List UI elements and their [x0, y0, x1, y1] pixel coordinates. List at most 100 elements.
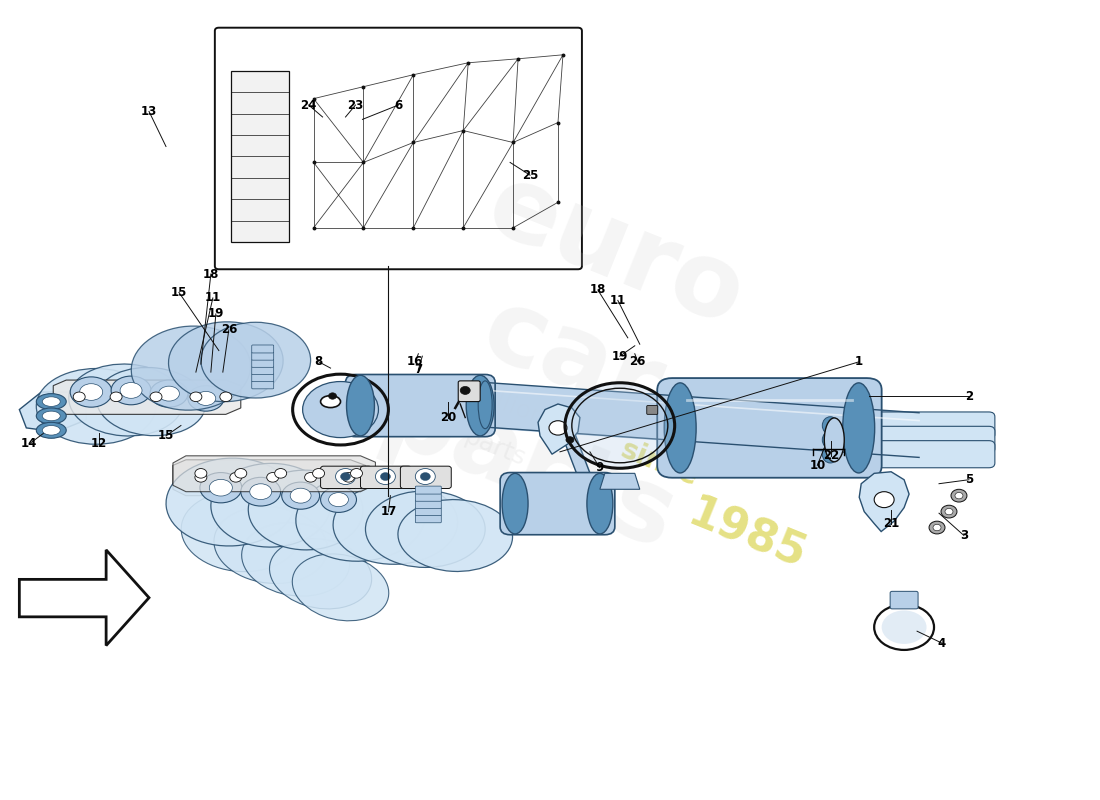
- Ellipse shape: [42, 397, 60, 406]
- Ellipse shape: [882, 610, 926, 644]
- Ellipse shape: [398, 499, 513, 571]
- Circle shape: [955, 493, 962, 499]
- Text: 16: 16: [407, 355, 424, 368]
- Circle shape: [566, 437, 574, 443]
- Text: 11: 11: [205, 291, 221, 305]
- FancyBboxPatch shape: [890, 591, 918, 609]
- Circle shape: [933, 524, 940, 530]
- Circle shape: [275, 469, 287, 478]
- FancyBboxPatch shape: [416, 494, 441, 502]
- Circle shape: [234, 469, 246, 478]
- FancyBboxPatch shape: [818, 412, 994, 439]
- Text: 2: 2: [965, 390, 974, 402]
- Ellipse shape: [188, 386, 223, 411]
- Ellipse shape: [320, 487, 356, 513]
- Text: 9: 9: [596, 462, 604, 474]
- Ellipse shape: [42, 411, 60, 421]
- Ellipse shape: [249, 470, 363, 550]
- Circle shape: [945, 509, 953, 515]
- Ellipse shape: [460, 386, 470, 394]
- FancyBboxPatch shape: [252, 374, 274, 382]
- FancyBboxPatch shape: [252, 345, 274, 353]
- FancyBboxPatch shape: [320, 466, 372, 489]
- Ellipse shape: [70, 377, 112, 407]
- Text: 18: 18: [202, 267, 219, 281]
- Text: 8: 8: [315, 355, 322, 368]
- Ellipse shape: [664, 383, 696, 473]
- Text: 17: 17: [381, 505, 396, 518]
- FancyBboxPatch shape: [400, 466, 451, 489]
- FancyBboxPatch shape: [416, 501, 441, 509]
- FancyBboxPatch shape: [657, 378, 882, 478]
- Ellipse shape: [296, 474, 425, 562]
- FancyBboxPatch shape: [459, 381, 481, 402]
- Text: 26: 26: [629, 355, 646, 368]
- Ellipse shape: [365, 491, 485, 567]
- Circle shape: [312, 469, 324, 478]
- Ellipse shape: [346, 375, 374, 436]
- Ellipse shape: [293, 554, 388, 621]
- Text: 1985: 1985: [682, 493, 813, 578]
- Ellipse shape: [282, 482, 320, 510]
- Text: 14: 14: [21, 438, 37, 450]
- FancyBboxPatch shape: [345, 374, 495, 437]
- Circle shape: [342, 473, 354, 482]
- Text: 1: 1: [855, 355, 864, 368]
- Circle shape: [305, 473, 317, 482]
- Ellipse shape: [329, 393, 337, 399]
- Ellipse shape: [200, 473, 242, 503]
- Ellipse shape: [270, 538, 372, 609]
- Circle shape: [381, 473, 390, 481]
- Polygon shape: [538, 404, 580, 454]
- Text: 10: 10: [810, 459, 825, 472]
- Circle shape: [930, 521, 945, 534]
- Text: 26: 26: [221, 323, 236, 336]
- Circle shape: [549, 421, 566, 435]
- Text: 6: 6: [394, 98, 403, 111]
- Text: euro
car
parts: euro car parts: [366, 147, 778, 573]
- Text: 21: 21: [883, 517, 900, 530]
- FancyBboxPatch shape: [252, 366, 274, 374]
- FancyBboxPatch shape: [818, 441, 994, 468]
- Circle shape: [110, 392, 122, 402]
- Ellipse shape: [241, 478, 280, 506]
- Ellipse shape: [111, 376, 151, 405]
- Ellipse shape: [36, 394, 66, 410]
- Polygon shape: [173, 456, 375, 492]
- Polygon shape: [20, 392, 86, 432]
- Circle shape: [195, 469, 207, 478]
- Circle shape: [874, 492, 894, 508]
- Text: 15: 15: [157, 430, 174, 442]
- Circle shape: [336, 469, 355, 485]
- Circle shape: [230, 473, 242, 482]
- FancyBboxPatch shape: [252, 381, 274, 389]
- Ellipse shape: [587, 474, 613, 534]
- Ellipse shape: [42, 426, 60, 435]
- FancyBboxPatch shape: [818, 426, 994, 454]
- Circle shape: [416, 469, 436, 485]
- Ellipse shape: [214, 506, 328, 583]
- FancyBboxPatch shape: [252, 352, 274, 360]
- Circle shape: [341, 473, 351, 481]
- Polygon shape: [600, 474, 640, 490]
- Ellipse shape: [302, 382, 378, 438]
- Text: 18: 18: [590, 283, 606, 297]
- Circle shape: [952, 490, 967, 502]
- FancyBboxPatch shape: [416, 515, 441, 522]
- FancyBboxPatch shape: [416, 508, 441, 515]
- FancyBboxPatch shape: [252, 359, 274, 367]
- Ellipse shape: [97, 367, 206, 436]
- Ellipse shape: [211, 463, 330, 547]
- Text: 20: 20: [440, 411, 456, 424]
- Text: 19: 19: [612, 350, 628, 362]
- Text: 13: 13: [141, 105, 157, 118]
- Ellipse shape: [131, 326, 251, 410]
- Ellipse shape: [158, 386, 179, 401]
- Ellipse shape: [242, 522, 350, 596]
- Ellipse shape: [320, 396, 341, 407]
- FancyBboxPatch shape: [231, 70, 288, 242]
- Text: 23: 23: [348, 98, 364, 111]
- Ellipse shape: [823, 446, 838, 463]
- Polygon shape: [173, 460, 365, 496]
- Ellipse shape: [209, 479, 232, 496]
